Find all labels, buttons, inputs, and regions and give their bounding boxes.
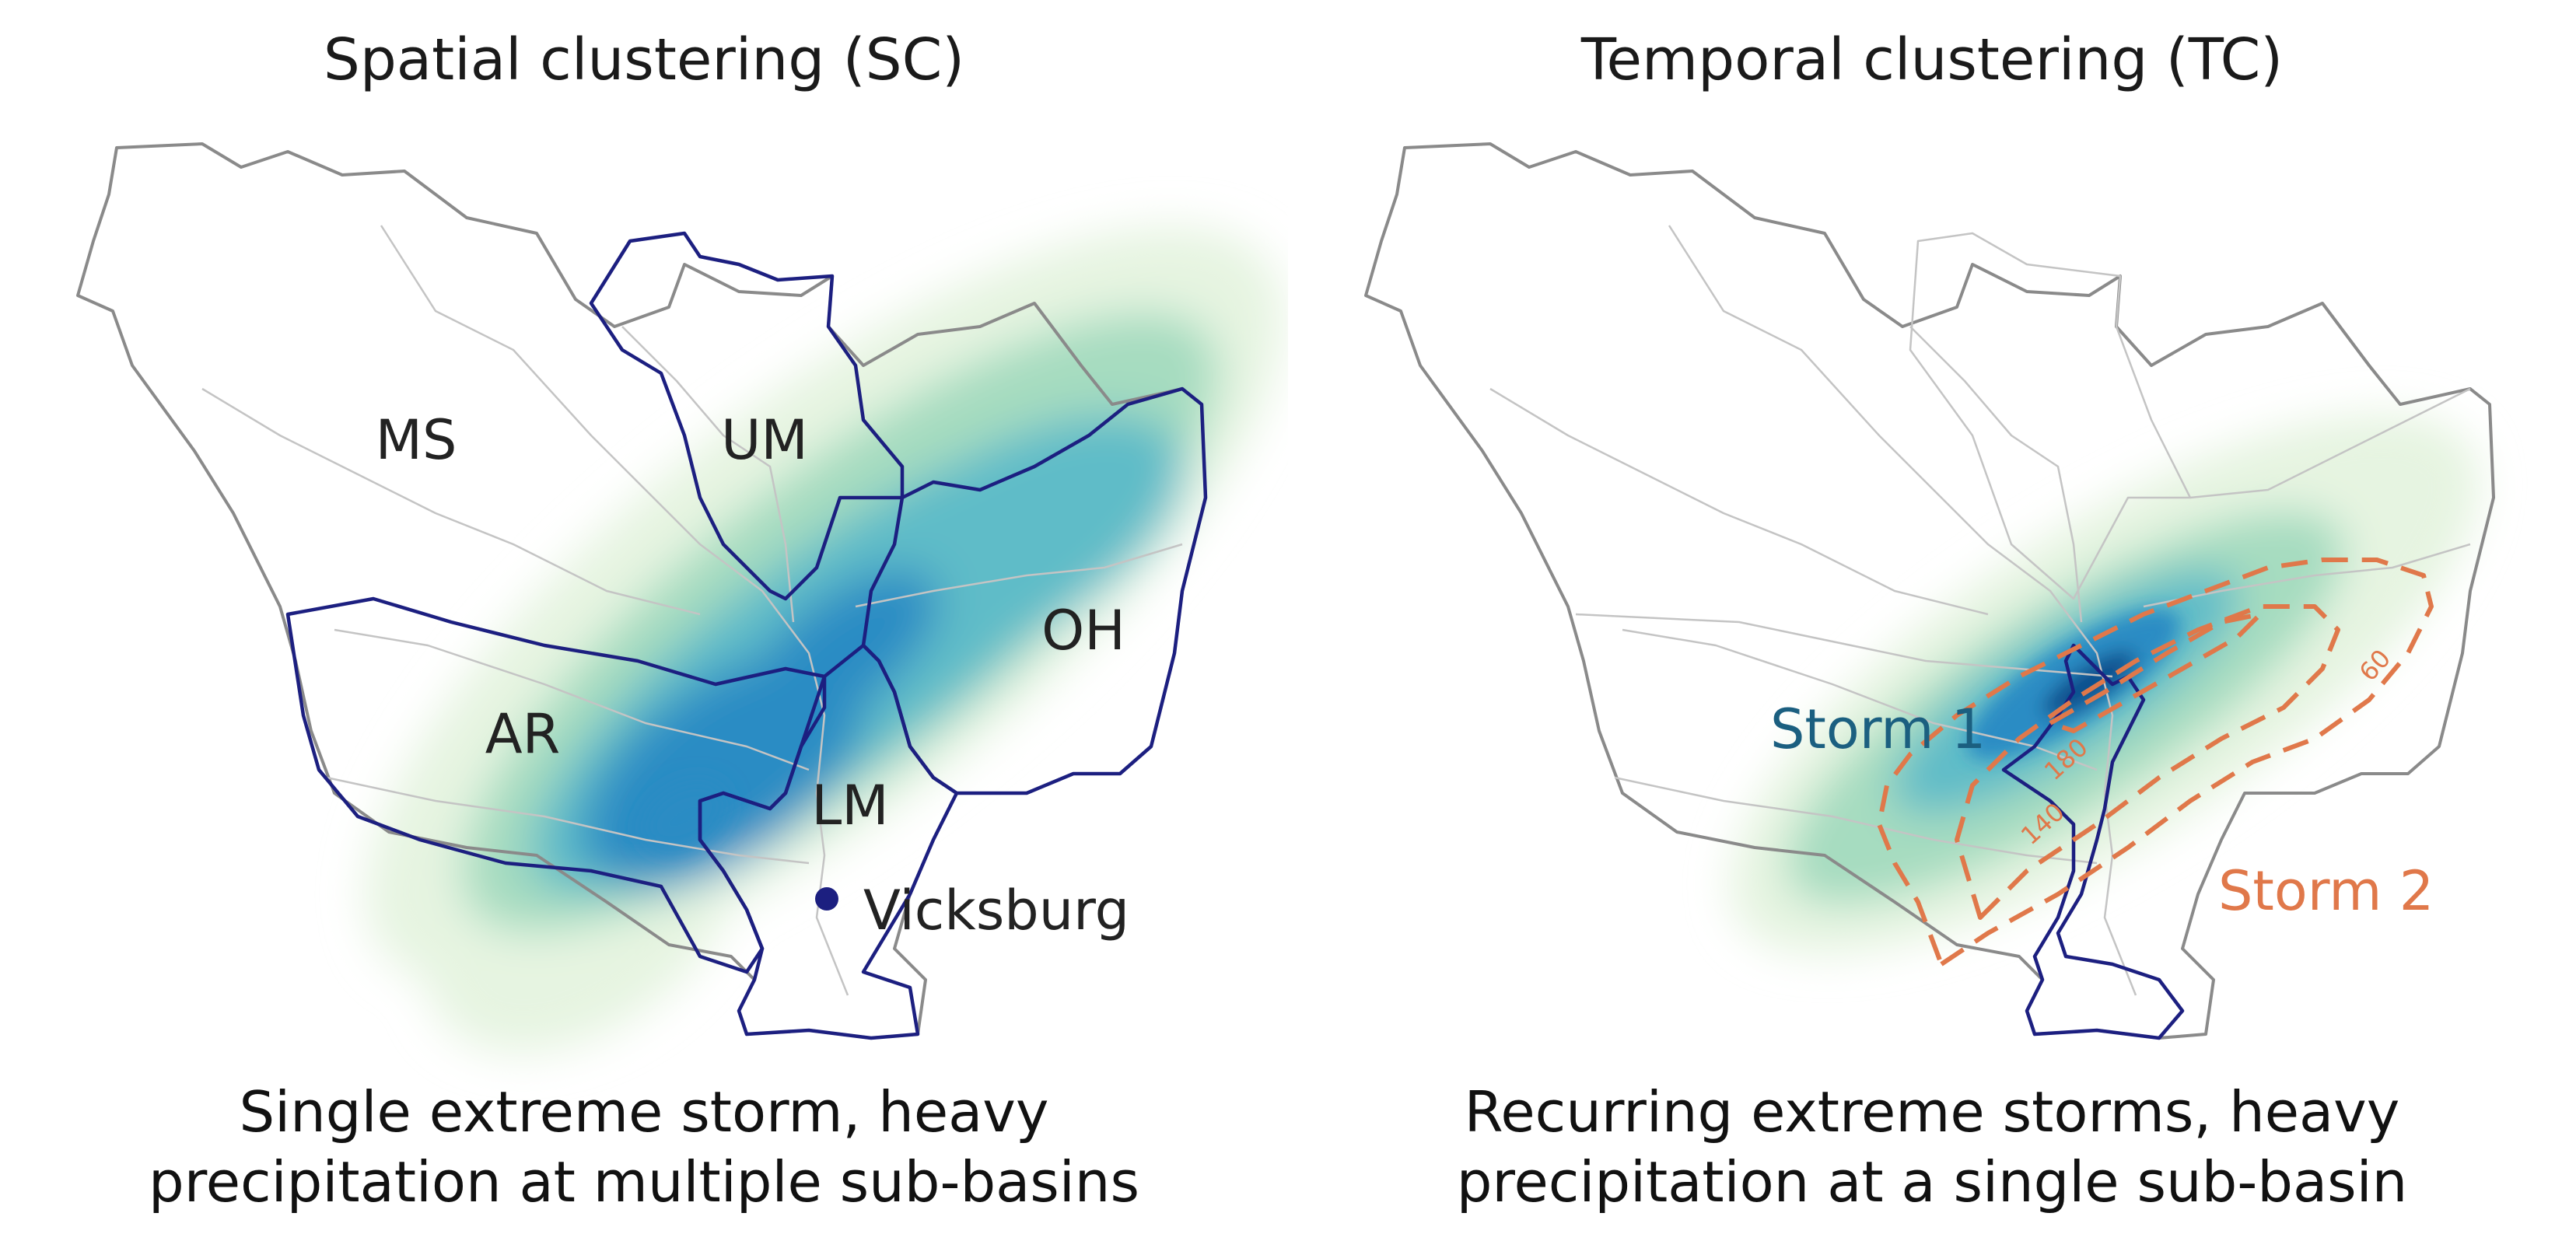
subbasin-upper-mississippi [589, 231, 905, 601]
storm2-label: Storm 2 [2218, 859, 2434, 923]
spatial-clustering-map: MS UM OH AR LM Vicksburg [76, 142, 1283, 1054]
mississippi-basin-outline [1364, 142, 2495, 1040]
contour-180 [2048, 612, 2263, 733]
panel-caption: Single extreme storm, heavy precipitatio… [0, 1077, 1288, 1217]
panel-caption: Recurring extreme storms, heavy precipit… [1288, 1077, 2576, 1217]
caption-line-1: Single extreme storm, heavy [239, 1079, 1049, 1145]
contour-140 [1955, 604, 2340, 920]
label-lm: LM [811, 774, 888, 837]
label-ms: MS [376, 408, 457, 472]
highlighted-subbasins [285, 231, 1208, 1040]
caption-line-2: precipitation at multiple sub-basins [149, 1149, 1139, 1215]
label-oh: OH [1041, 599, 1125, 662]
panel-title: Spatial clustering (SC) [323, 26, 965, 93]
precip-blue-2 [742, 569, 938, 737]
temporal-clustering-map: 60 140 180 Storm 1 Storm 2 [1364, 142, 2495, 1040]
vicksburg-marker [815, 887, 838, 911]
caption-line-2: precipitation at a single sub-basin [1456, 1149, 2408, 1215]
river-network [201, 225, 1183, 996]
storm2-contours [1877, 558, 2434, 967]
label-vicksburg: Vicksburg [863, 879, 1129, 942]
label-um: UM [721, 408, 808, 472]
contour-60 [1877, 558, 2434, 967]
caption-line-1: Recurring extreme storms, heavy [1464, 1079, 2400, 1145]
temporal-clustering-panel: Temporal clustering (TC) [1288, 0, 2576, 1234]
panel-title: Temporal clustering (TC) [1580, 26, 2284, 93]
subbasin-lower-mississippi [2001, 643, 2185, 1040]
spatial-clustering-panel: Spatial clustering (SC) [0, 26, 1288, 1217]
storm1-label: Storm 1 [1770, 697, 1986, 761]
label-ar: AR [485, 702, 561, 766]
subbasin-lower-mississippi [698, 643, 959, 1040]
